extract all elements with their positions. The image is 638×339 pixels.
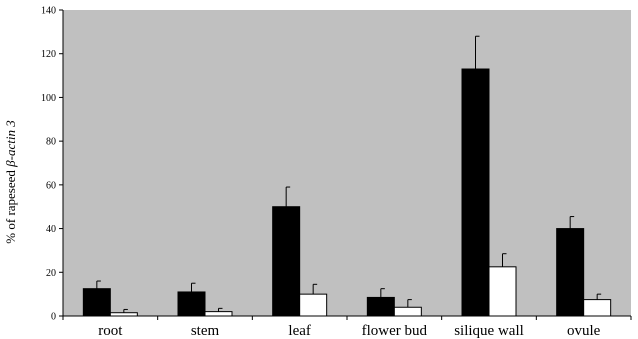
x-category-label: stem [191, 323, 220, 339]
plot-area [63, 10, 631, 316]
y-tick-label: 60 [46, 180, 56, 191]
bar-stem-s1 [177, 291, 206, 317]
y-tick-label: 40 [46, 224, 56, 235]
bar-silique-wall-s2 [488, 266, 517, 317]
x-category-label: root [98, 323, 123, 339]
bar-ovule-s1 [556, 228, 585, 317]
bar-leaf-s1 [272, 206, 301, 317]
x-category-label: ovule [567, 323, 601, 339]
x-category-label: silique wall [454, 323, 524, 339]
y-tick-label: 140 [41, 6, 56, 17]
bar-ovule-s2 [583, 299, 612, 317]
y-axis-title: % of rapeseed β-actin 3 [3, 120, 18, 244]
bar-stem-s2 [204, 311, 233, 317]
y-tick-label: 80 [46, 137, 56, 148]
bar-root-s1 [82, 288, 111, 317]
bar-flower-bud-s2 [393, 306, 422, 317]
x-category-label: flower bud [362, 323, 428, 339]
y-tick-label: 0 [51, 312, 56, 323]
y-tick-label: 100 [41, 93, 56, 104]
x-category-label: leaf [288, 323, 310, 339]
bar-flower-bud-s1 [366, 296, 395, 317]
bar-leaf-s2 [299, 293, 328, 317]
y-tick-label: 20 [46, 268, 56, 279]
y-tick-label: 120 [41, 49, 56, 60]
bar-silique-wall-s1 [461, 68, 490, 317]
